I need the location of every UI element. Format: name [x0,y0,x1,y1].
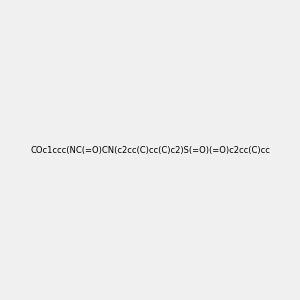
Text: COc1ccc(NC(=O)CN(c2cc(C)cc(C)c2)S(=O)(=O)c2cc(C)cc: COc1ccc(NC(=O)CN(c2cc(C)cc(C)c2)S(=O)(=O… [30,146,270,154]
